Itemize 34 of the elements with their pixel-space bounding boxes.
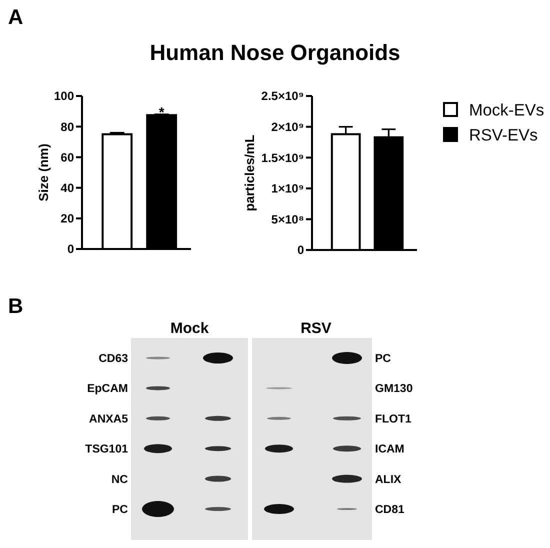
text: A bbox=[8, 6, 24, 29]
text: Human Nose Organoids bbox=[150, 40, 400, 65]
category-label: FLOT1 bbox=[375, 413, 412, 426]
category-label: RSV bbox=[300, 320, 332, 337]
category-label: Mock bbox=[170, 320, 210, 337]
category-label: NC bbox=[111, 474, 128, 486]
y-tick-label: 0 bbox=[67, 242, 74, 256]
category-label: PC bbox=[375, 353, 391, 366]
category-label: GM130 bbox=[375, 383, 413, 396]
y-tick-label: 5×10⁸ bbox=[271, 212, 304, 226]
legend-label: RSV-EVs bbox=[469, 126, 538, 144]
category-label: ICAM bbox=[375, 444, 404, 456]
legend-label: Mock-EVs bbox=[469, 101, 544, 120]
y-tick-label: 40 bbox=[60, 181, 74, 195]
category-label: EpCAM bbox=[87, 383, 128, 396]
y-tick-label: 0 bbox=[297, 243, 304, 258]
category-label: ANXA5 bbox=[89, 413, 128, 426]
y-axis-title: Size (nm) bbox=[36, 144, 52, 202]
category-label: TSG101 bbox=[85, 444, 128, 456]
y-tick-label: 20 bbox=[60, 212, 74, 226]
category-label: CD81 bbox=[375, 504, 404, 516]
category-label: ALIX bbox=[375, 474, 402, 486]
category-label: CD63 bbox=[98, 353, 128, 366]
y-tick-label: 1.5×10⁹ bbox=[261, 150, 304, 165]
y-tick-label: 100 bbox=[54, 89, 74, 104]
y-tick-label: 2×10⁹ bbox=[271, 120, 304, 134]
y-tick-label: 80 bbox=[60, 120, 74, 134]
y-axis-title: particles/mL bbox=[242, 134, 258, 212]
y-tick-label: 2.5×10⁹ bbox=[261, 89, 304, 104]
y-tick-label: 1×10⁹ bbox=[271, 182, 304, 196]
text: B bbox=[8, 295, 24, 318]
annotation: * bbox=[158, 104, 165, 120]
y-tick-label: 60 bbox=[60, 150, 74, 164]
category-label: PC bbox=[112, 504, 128, 516]
